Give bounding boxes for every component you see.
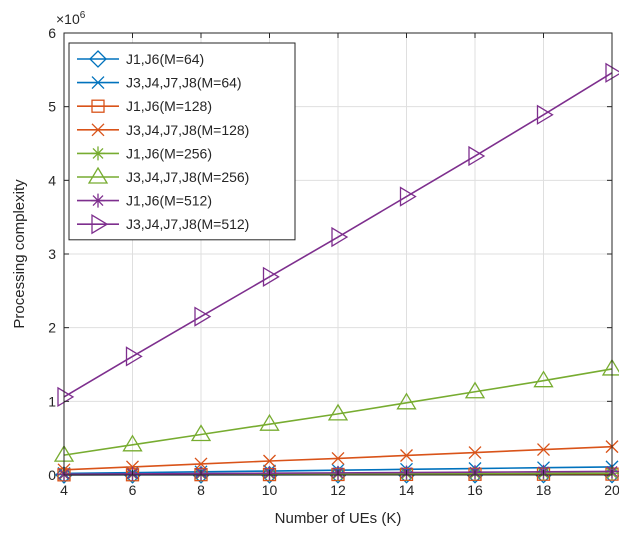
y-tick-label: 2 xyxy=(48,320,56,336)
legend-entry: J3,J4,J7,J8(M=128) xyxy=(77,122,249,138)
legend-box xyxy=(69,43,295,240)
legend-entry: J1,J6(M=128) xyxy=(77,98,212,114)
x-tick-label: 10 xyxy=(262,482,278,498)
legend-entry: J1,J6(M=64) xyxy=(77,51,204,67)
x-axis-label: Number of UEs (K) xyxy=(275,510,402,527)
legend-label: J1,J6(M=512) xyxy=(126,193,212,209)
y-tick-label: 4 xyxy=(48,172,56,188)
legend-label: J1,J6(M=64) xyxy=(126,51,204,67)
x-tick-label: 14 xyxy=(399,482,415,498)
y-exponent-base: ×10 xyxy=(56,11,80,27)
y-tick-label: 5 xyxy=(48,99,56,115)
x-tick-label: 16 xyxy=(467,482,483,498)
y-exponent-power: 6 xyxy=(80,10,86,21)
x-tick-label: 20 xyxy=(604,482,619,498)
legend-label: J3,J4,J7,J8(M=256) xyxy=(126,169,249,185)
y-tick-label: 1 xyxy=(48,393,56,409)
x-tick-label: 4 xyxy=(60,482,68,498)
x-tick-label: 6 xyxy=(129,482,137,498)
legend-label: J3,J4,J7,J8(M=64) xyxy=(126,75,242,91)
x-tick-label: 8 xyxy=(197,482,205,498)
y-tick-label: 0 xyxy=(48,467,56,483)
marker-asterisk xyxy=(91,146,105,160)
x-tick-label: 18 xyxy=(536,482,552,498)
legend-label: J3,J4,J7,J8(M=128) xyxy=(126,122,249,138)
y-tick-label: 3 xyxy=(48,246,56,262)
marker-asterisk xyxy=(91,194,105,208)
legend-label: J3,J4,J7,J8(M=512) xyxy=(126,216,249,232)
y-tick-label: 6 xyxy=(48,25,56,41)
y-axis-label: Processing complexity xyxy=(11,179,28,329)
legend-label: J1,J6(M=256) xyxy=(126,145,212,161)
legend-label: J1,J6(M=128) xyxy=(126,98,212,114)
legend: J1,J6(M=64) J3,J4,J7,J8(M=64) J1,J6(M=128)… xyxy=(69,43,295,240)
x-tick-label: 12 xyxy=(330,482,346,498)
